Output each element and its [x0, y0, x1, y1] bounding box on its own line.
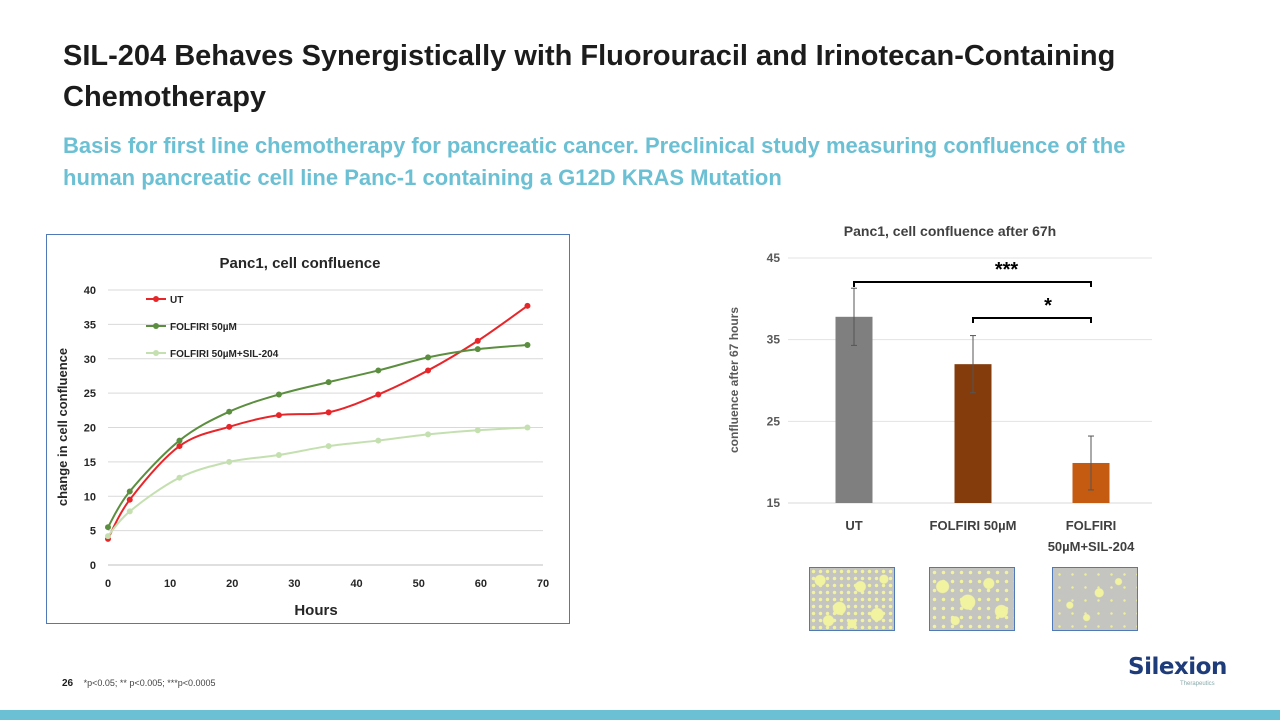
x-tick-label: 50 — [413, 578, 425, 590]
data-point-folfiri-sil204 — [105, 533, 111, 540]
legend-label-folfiri: FOLFIRI 50µM — [170, 322, 237, 333]
bottom-accent-bar — [0, 710, 1280, 720]
legend-marker-folfiri — [153, 323, 159, 329]
silexion-logo: Silexion Therapeutics — [1128, 654, 1228, 687]
category-label-folfiri: FOLFIRI 50µM — [930, 518, 1017, 533]
y-tick-label: 15 — [767, 496, 781, 510]
data-point-folfiri-sil204 — [425, 431, 432, 438]
y-tick-label: 0 — [90, 560, 96, 572]
significance-bracket — [853, 281, 1092, 287]
series-line-ut — [107, 304, 529, 540]
data-point-folfiri — [524, 342, 531, 348]
data-point-ut — [126, 496, 133, 503]
logo-tagline: Therapeutics — [1180, 681, 1215, 687]
data-point-folfiri-sil204 — [474, 427, 481, 434]
legend-marker-ut — [153, 296, 159, 302]
microscopy-image-ut — [809, 567, 895, 631]
data-point-ut — [275, 412, 282, 419]
x-tick-label: 70 — [537, 578, 549, 590]
data-point-folfiri — [474, 346, 481, 353]
x-tick-label: 40 — [350, 578, 362, 590]
y-tick-label: 15 — [84, 457, 96, 469]
y-tick-label: 10 — [84, 491, 96, 503]
data-point-folfiri-sil204 — [275, 452, 282, 458]
data-point-folfiri-sil204 — [325, 443, 332, 450]
data-point-ut — [375, 391, 382, 398]
data-point-folfiri-sil204 — [226, 458, 233, 465]
x-tick-label: 30 — [288, 578, 300, 590]
significance-bracket — [972, 317, 1092, 323]
data-point-ut — [425, 367, 432, 374]
significance-label: *** — [995, 259, 1019, 281]
data-point-ut — [226, 423, 233, 430]
series-line-folfiri-sil204 — [107, 426, 528, 537]
data-point-folfiri-sil204 — [524, 424, 531, 431]
line-chart-title: Panc1, cell confluence — [220, 255, 381, 272]
y-axis-title: change in cell confluence — [55, 348, 70, 506]
page-number: 26 — [62, 678, 74, 689]
data-point-folfiri — [425, 354, 432, 361]
data-point-folfiri — [275, 391, 282, 398]
significance-label: * — [1044, 295, 1052, 317]
line-chart-confluence-over-time: 0 5 10 15 20 25 30 35 40 0 10 20 30 40 50 60 70 Panc1, ce… — [46, 234, 570, 624]
category-label-folfiri-sil204: 50µM+SIL-204 — [1048, 539, 1135, 554]
footnote-significance: *p<0.05; ** p<0.005; ***p<0.0005 — [83, 678, 216, 688]
data-point-folfiri — [375, 367, 382, 374]
data-point-ut — [524, 302, 531, 309]
microscopy-image-folfiri — [929, 567, 1015, 631]
data-point-folfiri-sil204 — [126, 508, 133, 515]
slide-title: SIL-204 Behaves Synergistically with Flu… — [63, 40, 1116, 113]
data-point-ut — [325, 409, 332, 416]
y-tick-label: 20 — [84, 423, 96, 435]
slide-subtitle: Basis for first line chemotherapy for pa… — [63, 133, 1126, 190]
microscopy-image-folfiri-sil204 — [1052, 567, 1138, 631]
data-point-folfiri-sil204 — [176, 474, 183, 481]
x-tick-label: 20 — [226, 578, 238, 590]
x-tick-label: 0 — [105, 578, 111, 590]
legend-marker-folfiri-sil204 — [153, 350, 159, 356]
x-axis-title: Hours — [294, 602, 337, 619]
y-tick-label: 35 — [767, 333, 781, 347]
legend-label-ut: UT — [170, 295, 183, 306]
bar-ut — [835, 316, 873, 503]
bar-chart-title: Panc1, cell confluence after 67h — [844, 223, 1056, 239]
data-point-folfiri — [105, 524, 111, 531]
data-point-folfiri — [325, 379, 332, 386]
data-point-folfiri-sil204 — [375, 437, 382, 444]
series-line-folfiri — [107, 344, 528, 528]
x-tick-label: 10 — [164, 578, 176, 590]
data-point-folfiri — [226, 408, 233, 415]
y-tick-label: 30 — [84, 354, 96, 366]
category-label-ut: UT — [845, 518, 862, 533]
footer: 26 *p<0.05; ** p<0.005; ***p<0.0005 — [62, 678, 216, 689]
y-tick-label: 40 — [84, 285, 96, 297]
y-tick-label: 45 — [767, 251, 781, 265]
legend-label-folfiri-sil204: FOLFIRI 50µM+SIL-204 — [170, 349, 279, 360]
data-point-ut — [474, 337, 481, 344]
y-tick-label: 35 — [84, 319, 96, 331]
logo-wordmark: Silexion — [1128, 654, 1227, 680]
x-tick-label: 60 — [475, 578, 487, 590]
y-axis-title: confluence after 67 hours — [727, 307, 741, 453]
data-point-ut — [176, 443, 183, 450]
data-point-folfiri — [176, 437, 183, 444]
y-tick-label: 25 — [767, 414, 781, 428]
y-tick-label: 25 — [84, 388, 96, 400]
y-tick-label: 5 — [90, 526, 96, 538]
data-point-folfiri — [126, 488, 133, 495]
category-label-folfiri-sil204: FOLFIRI — [1066, 518, 1117, 533]
bar-chart-confluence-67h: Panc1, cell confluence after 67h 15 25 35 45… — [727, 223, 1152, 554]
